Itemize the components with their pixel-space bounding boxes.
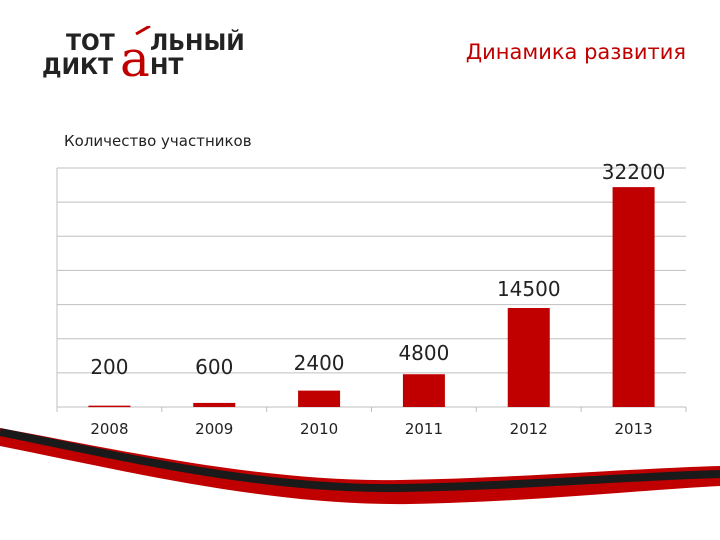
x-tick-label-2011: 2011 bbox=[405, 420, 443, 438]
bar-2012 bbox=[507, 307, 550, 407]
logo-line1: ТОТ bbox=[66, 31, 115, 56]
logo-line2: ДИКТ bbox=[42, 55, 113, 80]
logo-line1-rest: ЛЬНЫЙ bbox=[150, 30, 245, 56]
data-label-2008: 200 bbox=[90, 355, 128, 379]
data-label-2010: 2400 bbox=[294, 351, 345, 375]
data-label-2013: 32200 bbox=[602, 160, 666, 184]
logo-accent-letter: а bbox=[120, 30, 150, 84]
data-label-2009: 600 bbox=[195, 355, 233, 379]
bar-2009 bbox=[193, 402, 236, 407]
data-label-2011: 4800 bbox=[398, 341, 449, 365]
bar-2010 bbox=[298, 390, 341, 407]
x-tick-label-2009: 2009 bbox=[195, 420, 233, 438]
logo: ТОТ а ЛЬНЫЙ ДИКТ НТ bbox=[40, 24, 265, 88]
x-tick-label-2010: 2010 bbox=[300, 420, 338, 438]
x-tick-label-2008: 2008 bbox=[90, 420, 128, 438]
chart-data-labels: 200 600 2400 4800 14500 32200 bbox=[90, 160, 665, 379]
logo-graphic: ТОТ а ЛЬНЫЙ ДИКТ НТ bbox=[42, 24, 245, 88]
footer-swoosh bbox=[0, 428, 720, 540]
logo-line2-rest: НТ bbox=[150, 55, 183, 80]
footer-swoosh-white bbox=[0, 446, 720, 540]
x-tick-label-2013: 2013 bbox=[614, 420, 652, 438]
data-label-2012: 14500 bbox=[497, 277, 561, 301]
logo-accent-mark bbox=[135, 24, 151, 36]
chart-gridlines bbox=[56, 167, 687, 412]
bar-2013 bbox=[612, 187, 655, 407]
bar-2011 bbox=[402, 374, 445, 407]
chart-x-tick-labels: 2008 2009 2010 2011 2012 2013 bbox=[90, 420, 652, 438]
bar-2008 bbox=[88, 405, 131, 408]
footer-swoosh-dark bbox=[0, 428, 720, 493]
chart-title: Количество участников bbox=[64, 132, 252, 150]
x-tick-label-2012: 2012 bbox=[510, 420, 548, 438]
slide-title: Динамика развития bbox=[465, 40, 686, 64]
chart-bars bbox=[88, 187, 655, 408]
